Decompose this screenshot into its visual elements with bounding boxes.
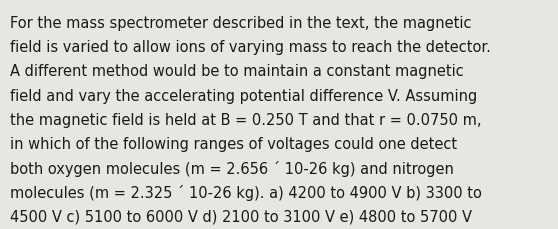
- Text: in which of the following ranges of voltages could one detect: in which of the following ranges of volt…: [10, 136, 457, 151]
- Text: 4500 V c) 5100 to 6000 V d) 2100 to 3100 V e) 4800 to 5700 V: 4500 V c) 5100 to 6000 V d) 2100 to 3100…: [10, 208, 472, 223]
- Text: molecules (m = 2.325 ´ 10-26 kg). a) 4200 to 4900 V b) 3300 to: molecules (m = 2.325 ´ 10-26 kg). a) 420…: [10, 184, 482, 200]
- Text: For the mass spectrometer described in the text, the magnetic: For the mass spectrometer described in t…: [10, 16, 472, 31]
- Text: field is varied to allow ions of varying mass to reach the detector.: field is varied to allow ions of varying…: [10, 40, 491, 55]
- Text: field and vary the accelerating potential difference V. Assuming: field and vary the accelerating potentia…: [10, 88, 477, 103]
- Text: A different method would be to maintain a constant magnetic: A different method would be to maintain …: [10, 64, 464, 79]
- Text: the magnetic field is held at B = 0.250 T and that r = 0.0750 m,: the magnetic field is held at B = 0.250 …: [10, 112, 482, 127]
- Text: both oxygen molecules (m = 2.656 ´ 10-26 kg) and nitrogen: both oxygen molecules (m = 2.656 ´ 10-26…: [10, 160, 454, 176]
